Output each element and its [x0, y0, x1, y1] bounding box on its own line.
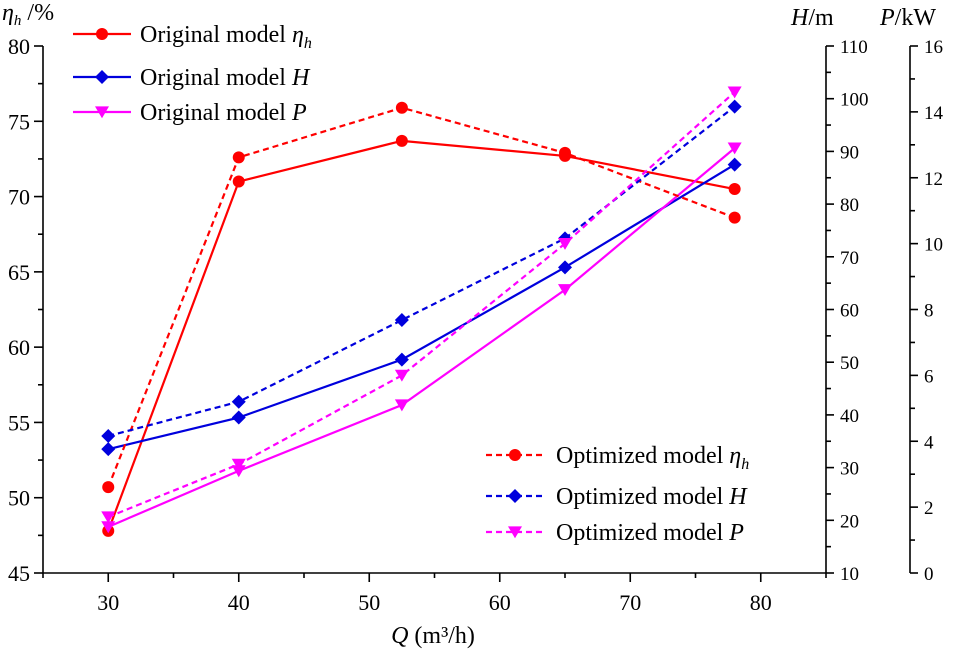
legend-group: Original model ηh Original model H Origina…: [73, 22, 749, 546]
series-3: [102, 101, 741, 494]
h-axis-title: H/m: [790, 5, 834, 31]
data-point: [727, 86, 742, 99]
series-line: [107, 91, 736, 519]
p-tick-label: 6: [924, 366, 934, 387]
h-tick-label: 40: [840, 406, 859, 427]
data-point: [102, 481, 115, 494]
series-0: [102, 134, 741, 537]
p-axis-title: P/kW: [879, 5, 936, 31]
x-tick-label: 50: [358, 590, 380, 615]
p-tick-label: 14: [924, 103, 944, 124]
p-tick-label: 10: [924, 235, 943, 256]
legend-label: Original model H: [140, 65, 311, 91]
data-point: [558, 238, 572, 250]
data-point: [394, 352, 409, 367]
data-point: [231, 465, 246, 478]
data-point: [394, 399, 409, 412]
data-point: [232, 151, 245, 164]
data-point: [101, 442, 116, 457]
left-tick-label: 65: [8, 260, 30, 285]
legend-entry: Original model H: [73, 65, 311, 91]
p-tick-label: 2: [924, 498, 934, 519]
p-tick-label: 8: [924, 301, 934, 322]
data-point: [232, 175, 245, 188]
x-tick-label: 70: [619, 590, 641, 615]
h-tick-label: 50: [840, 353, 859, 374]
legend-marker: [509, 449, 521, 461]
x-tick-label: 30: [97, 590, 119, 615]
legend-label: Original model ηh: [140, 22, 312, 52]
data-point: [101, 428, 116, 443]
series-1: [101, 157, 742, 457]
left-tick-label: 50: [8, 486, 30, 511]
data-point: [558, 260, 572, 275]
h-tick-label: 90: [840, 142, 859, 163]
legend-entry: Optimized model H: [486, 484, 748, 510]
legend-entry: Optimized model P: [486, 520, 744, 546]
left-axis-title: ηh /%: [2, 0, 54, 29]
data-point: [394, 369, 409, 382]
legend-label: Optimized model H: [556, 484, 748, 510]
x-axis-title: Q (m³/h): [391, 623, 475, 649]
p-tick-label: 16: [924, 37, 943, 58]
data-point: [727, 142, 742, 155]
data-point: [394, 313, 409, 328]
legend-label: Optimized model ηh: [556, 443, 749, 473]
series-group: [101, 86, 742, 537]
series-2: [101, 142, 742, 534]
left-tick-label: 55: [8, 410, 30, 435]
data-point: [727, 157, 742, 172]
x-tick-label: 40: [228, 590, 250, 615]
data-point: [559, 146, 571, 159]
series-line: [107, 105, 736, 438]
left-tick-label: 45: [8, 561, 30, 586]
left-tick-label: 70: [8, 185, 30, 210]
h-tick-label: 100: [840, 90, 869, 111]
h-tick-label: 60: [840, 301, 859, 322]
h-tick-label: 20: [840, 511, 859, 532]
legend-marker: [96, 28, 108, 40]
p-tick-label: 0: [924, 564, 934, 585]
legend-marker: [508, 526, 522, 539]
data-point: [101, 511, 116, 524]
legend-marker: [95, 106, 109, 119]
series-line: [107, 106, 736, 488]
h-tick-label: 10: [840, 564, 859, 585]
h-tick-label: 30: [840, 459, 859, 480]
data-point: [231, 410, 246, 425]
axes-group: 30 40 50 60 70 804550556065707580102030405060…: [8, 34, 944, 615]
legend-label: Original model P: [140, 100, 307, 126]
left-tick-label: 75: [8, 109, 30, 134]
data-point: [728, 183, 741, 196]
series-line: [107, 163, 736, 451]
x-tick-label: 60: [489, 590, 511, 615]
data-point: [727, 99, 742, 114]
legend-entry: Optimized model ηh: [486, 443, 749, 473]
data-point: [231, 458, 246, 471]
legend-label: Optimized model P: [556, 520, 744, 546]
data-point: [231, 394, 246, 409]
data-point: [558, 284, 572, 297]
legend-marker: [508, 489, 522, 503]
x-tick-label: 80: [750, 590, 772, 615]
h-tick-label: 80: [840, 195, 859, 216]
axis-labels-group: ηh /% H/m P/kW Q (m³/h): [2, 0, 936, 649]
data-point: [395, 101, 408, 114]
left-tick-label: 60: [8, 335, 30, 360]
data-point: [395, 134, 408, 147]
left-tick-label: 80: [8, 34, 30, 59]
legend-entry: Original model P: [73, 100, 307, 126]
legend-entry: Original model ηh: [73, 22, 312, 52]
p-tick-label: 4: [924, 432, 934, 453]
h-tick-label: 70: [840, 248, 859, 269]
series-5: [101, 86, 742, 524]
series-line: [107, 139, 735, 532]
data-point: [728, 211, 741, 224]
p-tick-label: 12: [924, 169, 943, 190]
legend-marker: [95, 70, 109, 84]
h-tick-label: 110: [840, 37, 868, 58]
series-line: [107, 147, 736, 528]
data-point: [101, 521, 116, 534]
